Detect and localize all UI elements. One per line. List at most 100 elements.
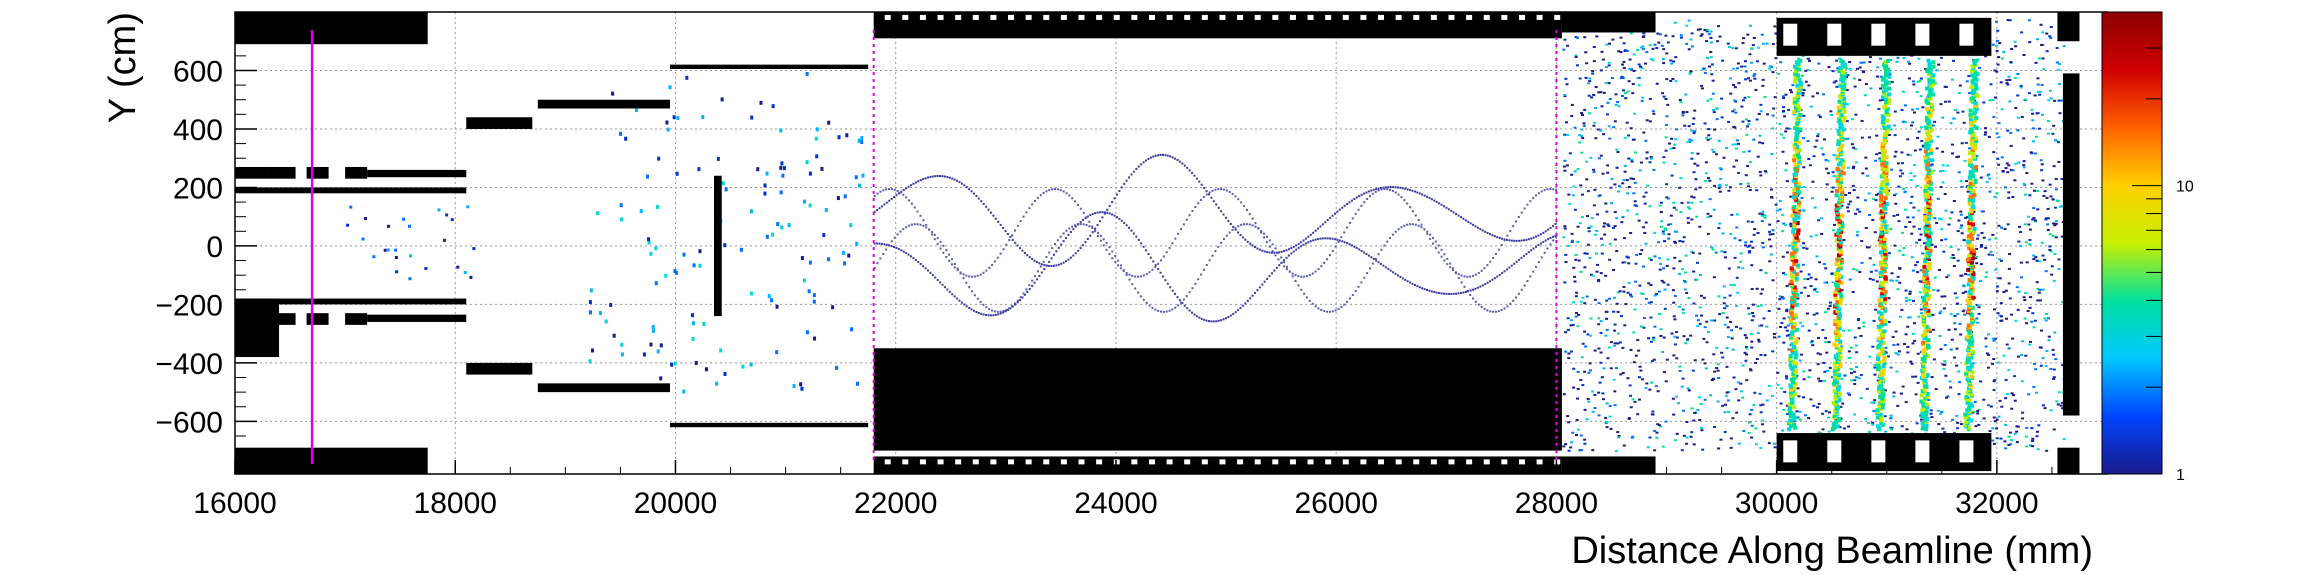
hit-point [1621,63,1625,66]
hit-point [1932,169,1936,172]
hit-point [1879,311,1884,316]
hit-point [1838,362,1843,367]
hit-point [907,253,910,256]
hit-point [1672,147,1676,150]
hit-point [1842,101,1847,106]
hit-point [1687,19,1691,22]
hit-point [1883,164,1888,169]
hit-point [1816,406,1820,409]
hit-point [1583,252,1587,255]
hit-point [1692,419,1696,422]
hit-point [361,237,365,241]
hit-point [1795,410,1799,413]
hit-point [1764,171,1768,174]
hit-point [985,313,988,316]
hit-point [1669,214,1673,217]
hit-point [1963,313,1967,316]
hit-point [1501,237,1504,240]
hit-point [1317,307,1320,310]
hit-point [1642,326,1646,329]
hit-point [1920,140,1924,143]
hit-point [1792,191,1797,196]
hit-point [1673,318,1677,321]
hit-point [1765,399,1769,402]
hit-point [1915,241,1919,244]
hit-point [1627,80,1631,83]
hit-point [1785,375,1789,378]
hit-point [1898,266,1902,269]
hit-point [1031,279,1034,282]
hit-point [1710,246,1714,249]
hit-point [1056,239,1059,242]
hit-point [1785,377,1789,380]
hit-point [1466,275,1469,278]
hit-point [1278,264,1281,267]
hit-point [1271,250,1274,253]
hit-point [409,254,413,258]
hit-point [1588,362,1592,365]
hit-point [1308,299,1311,302]
hit-point [1708,65,1712,68]
hit-point [1745,118,1749,121]
hit-point [2028,343,2032,346]
hit-point [1771,279,1775,282]
hit-point [813,336,817,341]
hit-point [1988,238,1992,241]
hit-point [1971,199,1976,204]
hit-point [1672,315,1676,318]
hit-point [2004,378,2008,381]
hit-point [1420,226,1423,229]
hit-point [1417,224,1420,227]
hit-point [1841,118,1846,123]
hit-point [1145,249,1148,252]
hit-point [469,275,473,279]
hit-point [2046,120,2050,123]
hit-point [1928,248,1933,253]
hit-point [1838,83,1843,88]
hit-point [1839,297,1844,302]
hit-point [2000,156,2004,159]
hit-point [1761,142,1765,145]
hit-point [1834,238,1839,243]
hit-point [1983,127,1987,130]
hit-point [976,297,979,300]
hit-point [1919,418,1923,421]
hit-point [1662,336,1666,339]
hit-point [1034,275,1037,278]
hit-point [1983,133,1987,136]
hit-point [1694,178,1698,181]
hit-point [1658,257,1662,260]
hit-point [2046,217,2050,220]
hit-point [1824,267,1828,270]
hit-point [1183,304,1186,307]
hit-point [1964,290,1968,293]
hit-point [1789,393,1794,398]
hit-point [1957,248,1961,251]
hit-point [1159,310,1162,313]
hit-point [1610,177,1614,180]
hit-point [1747,120,1751,123]
hit-point [1848,61,1852,64]
hit-point [1148,304,1151,307]
hit-point [1604,416,1608,419]
hit-point [1613,344,1617,347]
hit-point [1925,276,1930,281]
hit-point [1960,224,1964,227]
hit-point [2023,223,2027,226]
hit-point [1654,385,1658,388]
hit-point [1472,288,1475,291]
hit-point [1131,274,1134,277]
hit-point [666,127,670,132]
hit-point [1681,409,1685,412]
hit-point [1268,245,1271,248]
hit-point [1662,371,1666,374]
hit-point [1366,198,1369,201]
hit-point [1761,242,1765,245]
hit-point [1604,82,1608,85]
hit-point [1794,276,1799,281]
hit-point [1600,105,1604,108]
hit-point [1893,244,1897,247]
hit-point [1604,334,1608,337]
hit-point [1880,180,1885,185]
hit-point [968,286,971,289]
